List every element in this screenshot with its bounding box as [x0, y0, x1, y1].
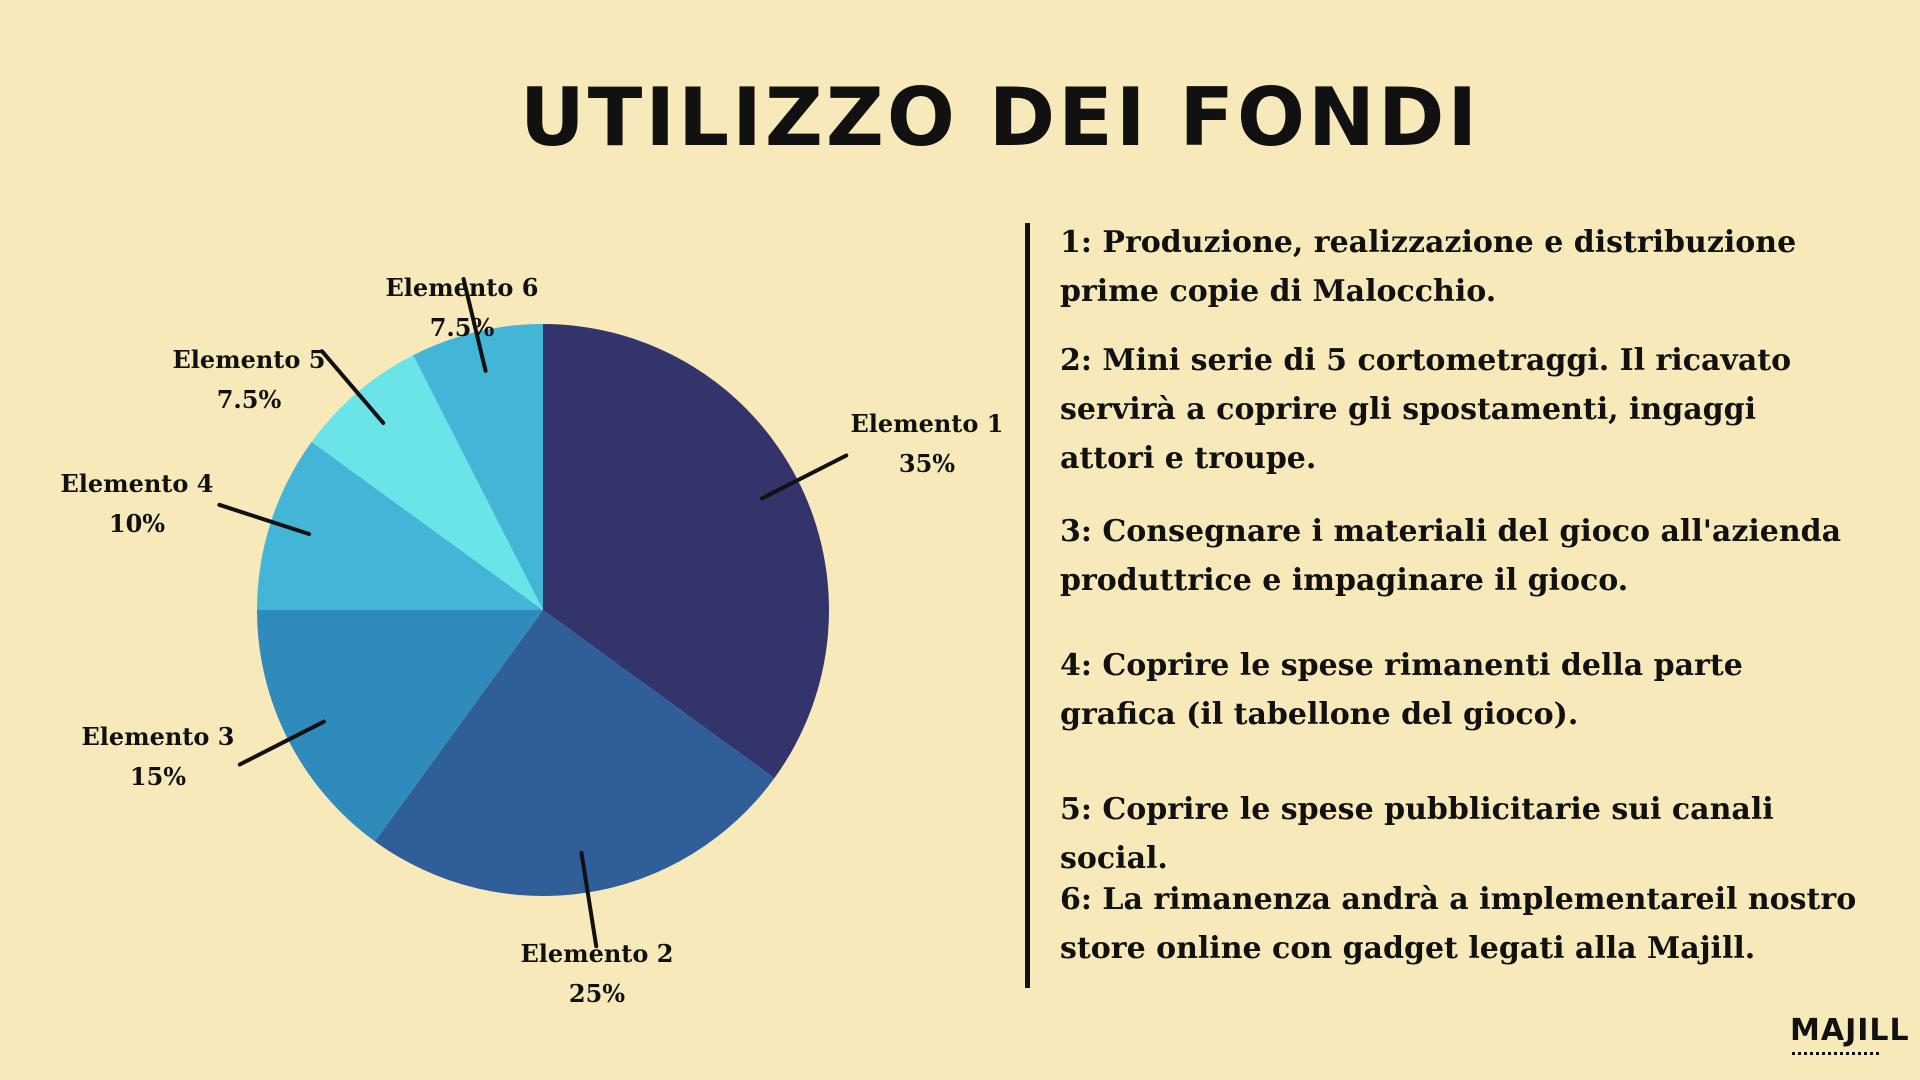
pie-slice-3 — [257, 610, 543, 842]
slice-labels: Elemento 1 35% Elemento 2 25% Elemento 3 15% E… — [61, 273, 1004, 1008]
slice-value-2: 25% — [569, 979, 625, 1008]
leader-line-4 — [217, 502, 312, 536]
slice-label-4: Elemento 4 — [61, 469, 214, 498]
slice-label-6: Elemento 6 — [386, 273, 539, 302]
legend-item-6: 6: La rimanenza andrà a implementareil n… — [1060, 882, 1857, 966]
legend-item-5: 5: Coprire le spese pubblicitarie sui ca… — [1060, 792, 1774, 876]
page-title: UTILIZZO DEI FONDI — [519, 71, 1481, 164]
legend-item-4: 4: Coprire le spese rimanenti della part… — [1060, 648, 1743, 732]
slice-label-3: Elemento 3 — [82, 722, 235, 751]
leader-line-3 — [237, 719, 326, 767]
legend-item-3: 3: Consegnare i materiali del gioco all'… — [1060, 514, 1842, 598]
logo-underline — [1792, 1052, 1882, 1055]
slice-value-5: 7.5% — [217, 385, 282, 414]
slice-value-3: 15% — [130, 762, 186, 791]
pie-chart: Elemento 1 35% Elemento 2 25% Elemento 3 15% E… — [61, 273, 1004, 1008]
majill-logo: MAJILL — [1790, 1013, 1910, 1048]
pie-slice-6 — [413, 324, 543, 610]
leader-line-6 — [461, 277, 488, 373]
pie-slice-2 — [374, 610, 775, 896]
slice-value-4: 10% — [109, 509, 165, 538]
leader-lines — [217, 277, 849, 949]
leader-line-1 — [760, 453, 849, 501]
leader-line-5 — [319, 349, 386, 425]
pie-slice-1 — [543, 324, 829, 779]
slice-value-1: 35% — [899, 449, 955, 478]
divider — [1025, 223, 1030, 988]
pie-slice-5 — [311, 355, 543, 610]
legend-item-2: 2: Mini serie di 5 cortometraggi. Il ric… — [1060, 343, 1792, 476]
slice-label-1: Elemento 1 — [851, 409, 1004, 438]
slice-label-5: Elemento 5 — [173, 345, 326, 374]
pie-slices — [257, 324, 829, 896]
slice-label-2: Elemento 2 — [521, 939, 674, 968]
leader-line-2 — [579, 850, 599, 949]
pie-slice-4 — [257, 441, 543, 610]
legend-item-1: 1: Produzione, realizzazione e distribuz… — [1060, 225, 1797, 309]
slice-value-6: 7.5% — [430, 313, 495, 342]
